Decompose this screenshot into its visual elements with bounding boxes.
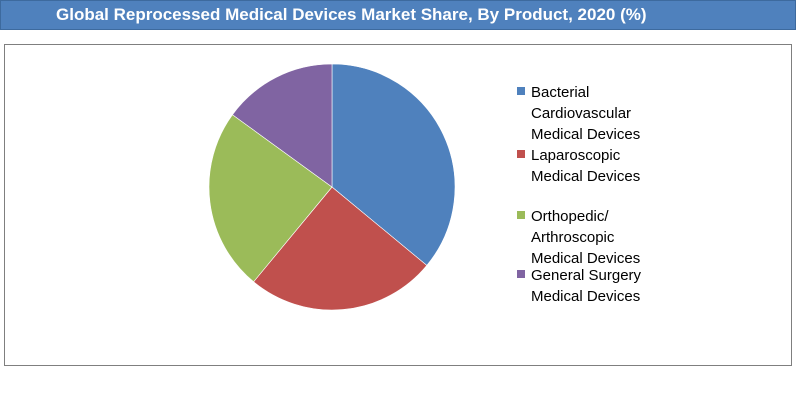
legend-label: Bacterial Cardiovascular Medical Devices (531, 82, 671, 145)
legend-label-line: Laparoscopic (531, 147, 621, 164)
legend-swatch (517, 270, 525, 278)
legend-label-line: Medical Devices (531, 250, 641, 267)
legend-label: General Surgery Medical Devices (531, 265, 671, 307)
pie-slice-1 (331, 63, 456, 266)
legend-label-line: General Surgery (531, 267, 642, 284)
legend-label: Orthopedic/Arthroscopic Medical Devices (531, 206, 671, 269)
legend-label-line: Bacterial (531, 84, 590, 101)
title-bar: Global Reprocessed Medical Devices Marke… (0, 0, 796, 30)
legend-label-line: Arthroscopic (531, 229, 615, 246)
legend-label-line: Cardiovascular (531, 105, 632, 122)
legend-label-line: Medical Devices (531, 126, 641, 143)
legend-label-line: Medical Devices (531, 168, 641, 185)
pie-slice-2 (253, 186, 428, 311)
pie-slice-3 (208, 114, 333, 283)
legend-label: Laparoscopic Medical Devices (531, 145, 671, 187)
legend-swatch (517, 87, 525, 95)
pie-slice-4 (232, 63, 333, 188)
chart-title: Global Reprocessed Medical Devices Marke… (56, 5, 647, 24)
legend-label-line: Orthopedic/ (531, 208, 609, 225)
legend-label-line: Medical Devices (531, 288, 641, 305)
legend-swatch (517, 211, 525, 219)
legend-swatch (517, 150, 525, 158)
